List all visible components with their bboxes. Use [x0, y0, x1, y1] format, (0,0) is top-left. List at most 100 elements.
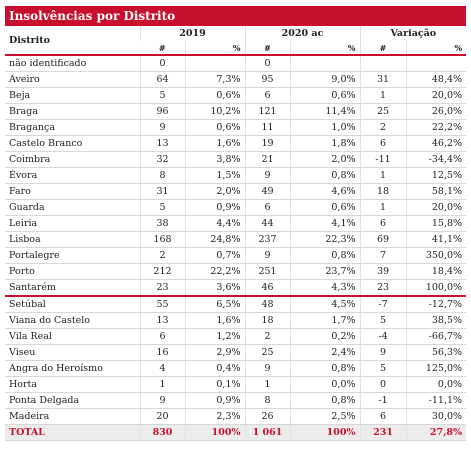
table-panel: Insolvências por Distrito Distrito 2019 2… — [5, 6, 467, 441]
table-row: Bragança 9 0,6% 11 1,0% 2 22,2% — [5, 119, 467, 136]
value-cell: 0,8% — [289, 167, 361, 184]
value-cell: 9 — [139, 119, 185, 136]
value-cell: 9 — [139, 392, 185, 409]
district-cell: Angra do Heroísmo — [5, 360, 140, 377]
table-row: Braga 96 10,2% 121 11,4% 25 26,0% — [5, 103, 467, 120]
district-cell: Portalegre — [5, 247, 140, 264]
value-cell: 2 — [359, 119, 407, 136]
value-cell: 1,0% — [289, 119, 361, 136]
value-cell: 0 — [139, 55, 185, 72]
table-row: não identificado 0 0 — [5, 55, 467, 72]
value-cell: 0,2% — [289, 328, 361, 345]
table-row: Porto 212 22,2% 251 23,7% 39 18,4% — [5, 263, 467, 280]
value-cell: 4,5% — [289, 296, 361, 313]
value-cell: 18 — [359, 183, 407, 200]
value-cell: 64 — [139, 71, 185, 88]
value-cell: 25 — [244, 344, 291, 361]
value-cell: 0,1% — [184, 376, 246, 393]
value-cell: 38,5% — [405, 312, 467, 329]
value-cell: 0,8% — [289, 360, 361, 377]
value-cell: 0 — [359, 376, 407, 393]
value-cell: 6 — [359, 408, 407, 425]
value-cell: 251 — [244, 263, 291, 280]
value-cell: 30,0% — [405, 408, 467, 425]
table-row: Castelo Branco 13 1,6% 19 1,8% 6 46,2% — [5, 135, 467, 152]
value-cell: 46,2% — [405, 135, 467, 152]
value-cell: 11 — [244, 119, 291, 136]
value-cell: 20,0% — [405, 199, 467, 216]
value-cell: 9 — [244, 247, 291, 264]
value-cell: 27,8% — [405, 424, 467, 441]
value-cell: 19 — [244, 135, 291, 152]
value-cell: 6 — [244, 199, 291, 216]
value-cell: 0,6% — [289, 199, 361, 216]
value-cell: -12,7% — [405, 296, 467, 313]
value-cell: 26 — [244, 408, 291, 425]
value-cell: 6 — [244, 87, 291, 104]
district-cell: Coimbra — [5, 151, 140, 168]
value-cell: -11,1% — [405, 392, 467, 409]
district-cell: Leiria — [5, 215, 140, 232]
value-cell: 8 — [139, 167, 185, 184]
district-cell: Ponta Delgada — [5, 392, 140, 409]
value-cell: 21 — [244, 151, 291, 168]
header-row: Distrito 2019 2020 ac Variação — [5, 26, 467, 56]
district-cell: não identificado — [5, 55, 140, 72]
district-cell: Braga — [5, 103, 140, 120]
value-cell: 1,8% — [289, 135, 361, 152]
value-cell: 7 — [359, 247, 407, 264]
table-row: Setúbal 55 6,5% 48 4,5% -7 -12,7% — [5, 296, 467, 313]
district-cell: Faro — [5, 183, 140, 200]
value-cell: 168 — [139, 231, 185, 248]
value-cell: 58,1% — [405, 183, 467, 200]
subheader: % — [289, 41, 361, 56]
table-row: Beja 5 0,6% 6 0,6% 1 20,0% — [5, 87, 467, 104]
value-cell: 7,3% — [184, 71, 246, 88]
value-cell: -66,7% — [405, 328, 467, 345]
value-cell: 121 — [244, 103, 291, 120]
value-cell: 0,6% — [289, 87, 361, 104]
value-cell: 2 — [139, 247, 185, 264]
value-cell: 39 — [359, 263, 407, 280]
value-cell: 1 — [359, 199, 407, 216]
value-cell: 15,8% — [405, 215, 467, 232]
value-cell: 2,0% — [289, 151, 361, 168]
value-cell: 9 — [244, 167, 291, 184]
value-cell: 0,6% — [184, 87, 246, 104]
value-cell: 2,4% — [289, 344, 361, 361]
district-cell: Viseu — [5, 344, 140, 361]
district-cell: Guarda — [5, 199, 140, 216]
district-cell: Madeira — [5, 408, 140, 425]
group-header: 2019 — [139, 26, 246, 41]
group-header: Variação — [359, 26, 467, 41]
value-cell — [289, 55, 361, 72]
table-row: Ponta Delgada 9 0,9% 8 0,8% -1 -11,1% — [5, 392, 467, 409]
table-row: Faro 31 2,0% 49 4,6% 18 58,1% — [5, 183, 467, 200]
header-cell: Distrito — [5, 26, 140, 56]
district-cell: Évora — [5, 167, 140, 184]
value-cell: 38 — [139, 215, 185, 232]
value-cell: 9 — [359, 344, 407, 361]
value-cell: 100,0% — [405, 279, 467, 297]
value-cell: 1,7% — [289, 312, 361, 329]
district-cell: Castelo Branco — [5, 135, 140, 152]
district-cell: Vila Real — [5, 328, 140, 345]
value-cell: 0,0% — [289, 376, 361, 393]
value-cell: 5 — [359, 360, 407, 377]
table-row: Horta 1 0,1% 1 0,0% 0 0,0% — [5, 376, 467, 393]
value-cell: 0,7% — [184, 247, 246, 264]
value-cell: 1,6% — [184, 312, 246, 329]
value-cell: 9 — [244, 360, 291, 377]
value-cell — [184, 55, 246, 72]
value-cell: 16 — [139, 344, 185, 361]
value-cell: 1,5% — [184, 167, 246, 184]
title-bar: Insolvências por Distrito — [5, 6, 466, 26]
value-cell: 23 — [359, 279, 407, 297]
value-cell: 23,7% — [289, 263, 361, 280]
value-cell: 237 — [244, 231, 291, 248]
district-cell: Viana do Castelo — [5, 312, 140, 329]
value-cell: 5 — [139, 87, 185, 104]
table-row: Aveiro 64 7,3% 95 9,0% 31 48,4% — [5, 71, 467, 88]
value-cell: 6 — [139, 328, 185, 345]
subheader: % — [405, 41, 467, 56]
